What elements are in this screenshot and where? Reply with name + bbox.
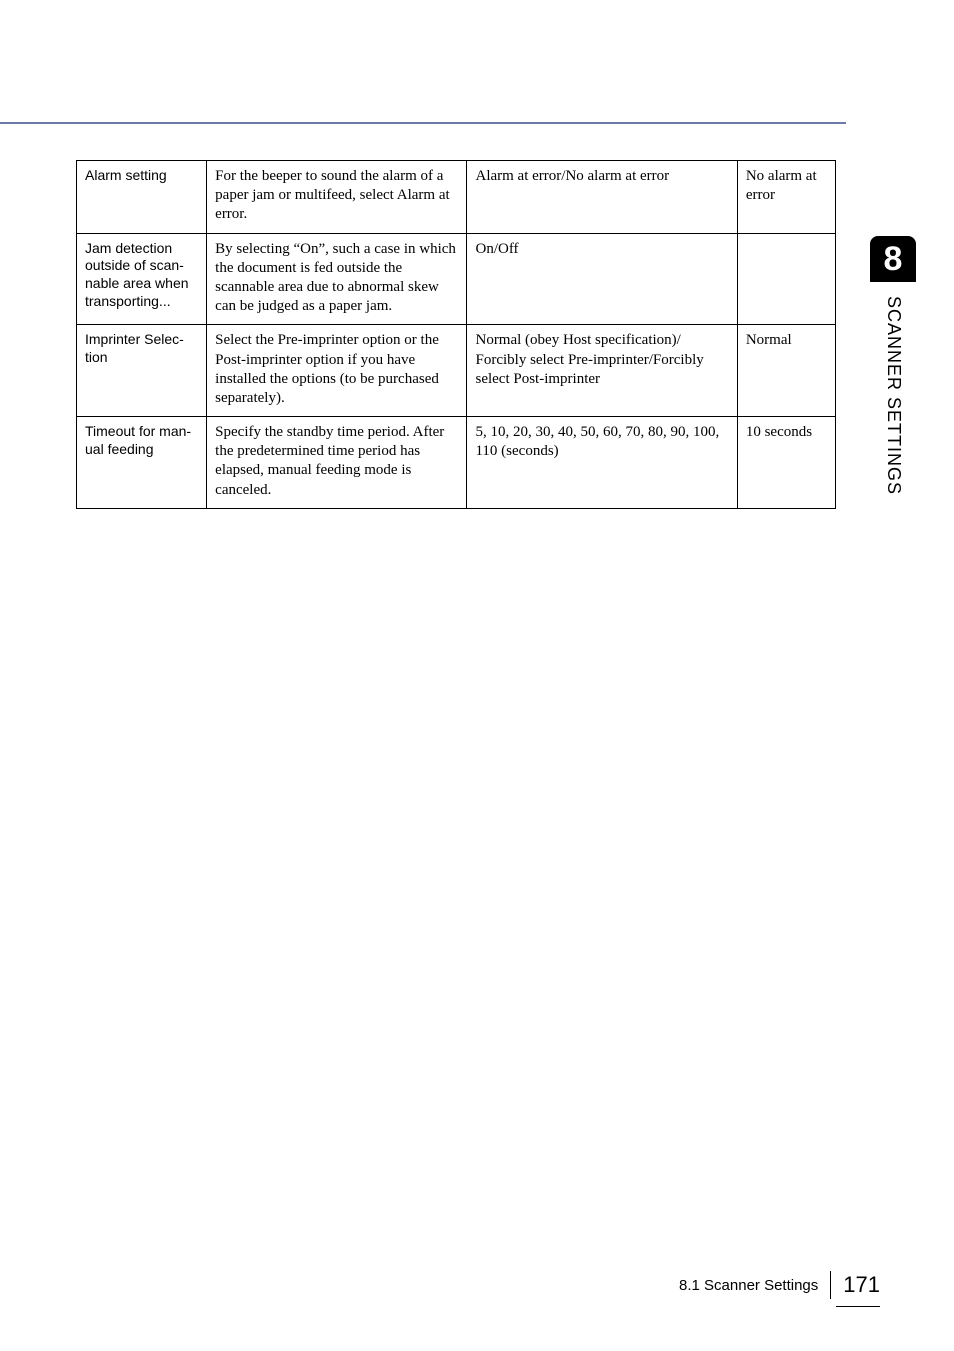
setting-description: By selecting “On”, such a case in which … [207, 233, 467, 325]
setting-options: Alarm at error/No alarm at error [467, 161, 737, 234]
settings-table-wrapper: Alarm setting For the beeper to sound th… [76, 160, 836, 509]
chapter-number: 8 [884, 240, 903, 278]
setting-name: Alarm setting [77, 161, 207, 234]
table-row: Timeout for man-ual feeding Specify the … [77, 417, 836, 509]
setting-description: Select the Pre-imprinter option or the P… [207, 325, 467, 417]
setting-name: Timeout for man-ual feeding [77, 417, 207, 509]
setting-name: Imprinter Selec-tion [77, 325, 207, 417]
setting-options: Normal (obey Host specification)/ Forcib… [467, 325, 737, 417]
setting-options: On/Off [467, 233, 737, 325]
chapter-title: SCANNER SETTINGS [870, 282, 904, 495]
setting-description: Specify the standby time period. After t… [207, 417, 467, 509]
table-row: Imprinter Selec-tion Select the Pre-impr… [77, 325, 836, 417]
footer-divider [830, 1271, 831, 1299]
chapter-number-box: 8 [870, 236, 916, 282]
setting-default: 10 seconds [737, 417, 835, 509]
setting-description: For the beeper to sound the alarm of a p… [207, 161, 467, 234]
setting-options: 5, 10, 20, 30, 40, 50, 60, 70, 80, 90, 1… [467, 417, 737, 509]
chapter-tab: 8 SCANNER SETTINGS [870, 236, 916, 580]
footer-section: 8.1 Scanner Settings [679, 1277, 818, 1294]
setting-default: Normal [737, 325, 835, 417]
table-row: Jam detection outside of scan-nable area… [77, 233, 836, 325]
setting-default: No alarm at error [737, 161, 835, 234]
table-row: Alarm setting For the beeper to sound th… [77, 161, 836, 234]
footer-page-number: 171 [843, 1272, 880, 1298]
header-rule [0, 122, 846, 124]
setting-name: Jam detection outside of scan-nable area… [77, 233, 207, 325]
page-footer: 8.1 Scanner Settings 171 [679, 1271, 880, 1299]
settings-table: Alarm setting For the beeper to sound th… [76, 160, 836, 509]
footer-underline [836, 1306, 880, 1307]
setting-default [737, 233, 835, 325]
